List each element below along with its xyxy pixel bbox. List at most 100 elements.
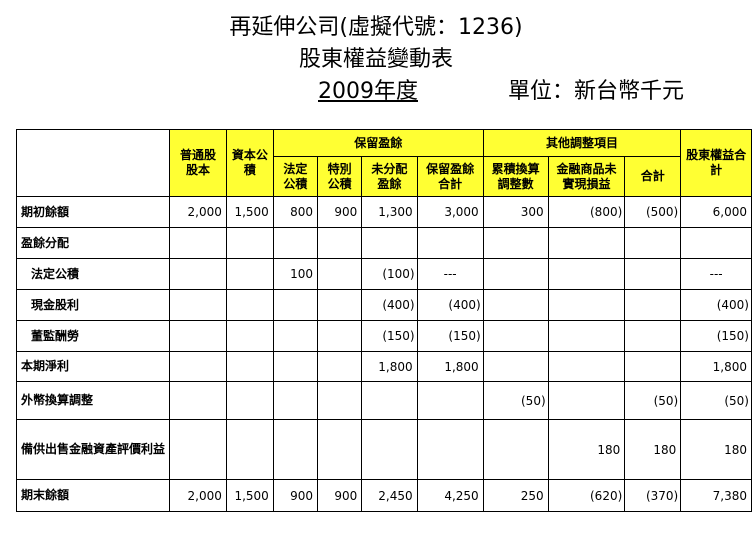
- table-cell: [272, 320, 319, 352]
- table-cell: 4,250: [416, 479, 484, 512]
- statement-title: 股東權益變動表: [298, 47, 453, 72]
- table-cell: 250: [482, 479, 549, 512]
- header-cumulative-translation: 累積換算調整數: [482, 156, 549, 197]
- year-title: 2009年度: [318, 79, 418, 104]
- table-cell: 1,500: [225, 196, 274, 228]
- table-cell: [547, 227, 626, 259]
- header-retained-total: 保留盈餘合計: [416, 156, 484, 197]
- header-common-stock: 普通股股本: [169, 129, 227, 197]
- row-label: 期初餘額: [15, 196, 171, 228]
- table-cell: [416, 419, 484, 480]
- table-cell: (500): [624, 196, 682, 228]
- table-row: 期初餘額 2,000 1,500 800 900 1,300 3,000 300 (800) (5…: [15, 196, 752, 228]
- table-cell: [317, 381, 363, 420]
- row-label: 法定公積: [15, 258, 171, 290]
- table-cell: [482, 227, 549, 259]
- table-cell: [547, 289, 626, 321]
- table-row: 現金股利 (400) (400) (400): [15, 289, 752, 321]
- table-cell: [317, 351, 363, 382]
- row-label: 期末餘額: [15, 479, 171, 512]
- table-cell: [317, 227, 363, 259]
- table-cell: 1,800: [680, 351, 752, 382]
- table-cell: [547, 320, 626, 352]
- table-cell: [680, 227, 752, 259]
- table-cell: [272, 381, 319, 420]
- table-cell: 1,800: [361, 351, 418, 382]
- table-cell: [624, 258, 682, 290]
- table-cell: [169, 227, 227, 259]
- table-row: 備供出售金融資產評價利益 180 180 180: [15, 419, 752, 480]
- table-cell: [225, 289, 274, 321]
- header-retained-earnings: 保留盈餘: [272, 129, 484, 157]
- table-cell: ---: [416, 258, 484, 290]
- table-row: 盈餘分配: [15, 227, 752, 259]
- table-cell: (150): [361, 320, 418, 352]
- table-cell: [169, 351, 227, 382]
- header-equity-total: 股東權益合計: [680, 129, 752, 197]
- table-cell: [272, 289, 319, 321]
- table-cell: [169, 258, 227, 290]
- table-cell: [547, 351, 626, 382]
- table-cell: [624, 227, 682, 259]
- row-label: 董監酬勞: [15, 320, 171, 352]
- table-cell: [317, 289, 363, 321]
- table-cell: (400): [680, 289, 752, 321]
- table-cell: [169, 419, 227, 480]
- header-unappropriated: 未分配盈餘: [361, 156, 418, 197]
- table-row: 外幣換算調整 (50) (50) (50): [15, 381, 752, 420]
- table-cell: [317, 258, 363, 290]
- table-cell: [169, 289, 227, 321]
- table-cell: (50): [624, 381, 682, 420]
- table-cell: ---: [680, 258, 752, 290]
- table-cell: [482, 289, 549, 321]
- table-cell: (150): [416, 320, 484, 352]
- table-cell: [169, 320, 227, 352]
- table-cell: (370): [624, 479, 682, 512]
- table-cell: 1,500: [225, 479, 274, 512]
- table-cell: [225, 351, 274, 382]
- table-cell: [225, 381, 274, 420]
- table-cell: [169, 381, 227, 420]
- table-cell: 300: [482, 196, 549, 228]
- table-cell: [317, 419, 363, 480]
- table-row: 董監酬勞 (150) (150) (150): [15, 320, 752, 352]
- table-cell: [272, 419, 319, 480]
- table-cell: [624, 289, 682, 321]
- header-other-adjustments: 其他調整項目: [482, 129, 682, 157]
- table-cell: (100): [361, 258, 418, 290]
- table-cell: (50): [482, 381, 549, 420]
- table-cell: [547, 381, 626, 420]
- header-unrealized-gain: 金融商品未實現損益: [547, 156, 626, 197]
- table-cell: [624, 351, 682, 382]
- row-label: 現金股利: [15, 289, 171, 321]
- table-cell: (800): [547, 196, 626, 228]
- table-cell: [272, 227, 319, 259]
- table-cell: [272, 351, 319, 382]
- table-row: 期末餘額 2,000 1,500 900 900 2,450 4,250 250 (620) (3…: [15, 479, 752, 512]
- table-cell: 7,380: [680, 479, 752, 512]
- table-cell: 100: [272, 258, 319, 290]
- table-cell: [416, 381, 484, 420]
- table-cell: 2,000: [169, 479, 227, 512]
- table-cell: 180: [547, 419, 626, 480]
- row-label: 外幣換算調整: [15, 381, 171, 420]
- table-cell: 2,000: [169, 196, 227, 228]
- table-cell: [317, 320, 363, 352]
- corner-cell: [15, 129, 171, 197]
- table-cell: [482, 351, 549, 382]
- table-cell: 1,300: [361, 196, 418, 228]
- company-title: 再延伸公司(虛擬代號：1236): [229, 15, 523, 40]
- table-cell: 900: [317, 196, 363, 228]
- header-special-reserve: 特別公積: [317, 156, 363, 197]
- table-cell: [482, 258, 549, 290]
- table-cell: 6,000: [680, 196, 752, 228]
- row-label: 盈餘分配: [15, 227, 171, 259]
- table-cell: [225, 227, 274, 259]
- table-cell: 180: [624, 419, 682, 480]
- table-cell: [361, 227, 418, 259]
- row-label: 備供出售金融資產評價利益: [15, 419, 171, 480]
- table-cell: 800: [272, 196, 319, 228]
- table-cell: (50): [680, 381, 752, 420]
- table-cell: [361, 419, 418, 480]
- table-row: 本期淨利 1,800 1,800 1,800: [15, 351, 752, 382]
